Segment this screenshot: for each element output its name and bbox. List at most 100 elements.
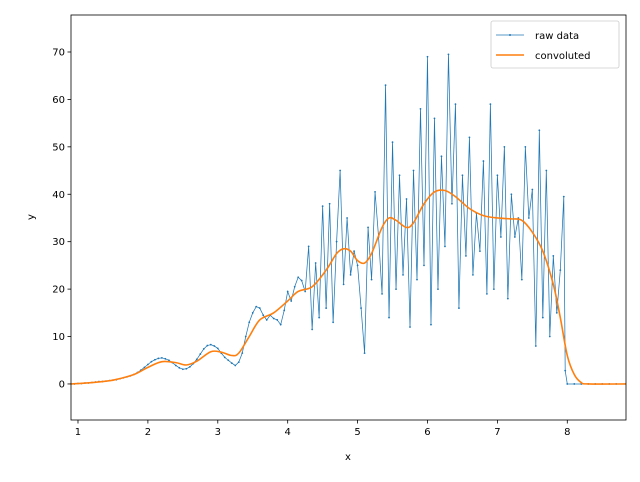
y-tick-label: 40 [52,190,65,201]
raw-data-point [188,365,191,368]
raw-data-point [564,369,567,372]
raw-data-point [472,273,474,276]
raw-data-point [489,103,492,106]
raw-data-point [388,316,390,319]
y-axis: 0 10 20 30 40 50 60 70 [52,47,71,390]
raw-data-point [276,319,279,321]
raw-data-point [506,297,509,300]
x-tick-label: 3 [215,427,221,438]
legend-raw-data-label: raw data [535,31,579,42]
raw-data-point [454,103,457,106]
raw-data-point [538,129,541,132]
x-tick-label: 2 [145,427,151,438]
raw-data-point [304,290,307,293]
raw-data-point [356,264,359,267]
raw-data-point [353,250,355,253]
raw-data-point [416,278,418,281]
raw-data-point [283,309,286,312]
raw-data-point [381,292,383,295]
raw-data-point [181,368,184,371]
raw-data-point [143,366,146,369]
legend: raw data convoluted [490,20,620,69]
raw-data-point [178,366,181,369]
raw-data-point [433,117,436,120]
raw-data-point [555,311,558,314]
raw-data-point [426,55,429,58]
legend-raw-data-marker [509,34,511,36]
raw-data-point [286,290,289,293]
y-tick-label: 0 [59,379,65,390]
raw-data-point [349,273,352,276]
raw-data-point [255,305,258,308]
raw-data-point [244,335,247,338]
raw-data-point [185,367,188,370]
raw-data-point [503,145,506,148]
raw-data-point [279,323,282,326]
raw-data-point [367,226,369,229]
y-tick-label: 60 [52,95,65,106]
y-tick-label: 50 [52,142,65,153]
raw-data-point [360,307,362,309]
raw-data-point [307,245,310,248]
raw-data-point [209,343,212,346]
raw-data-point [534,345,537,347]
raw-data-point [199,353,202,355]
raw-data-point [202,347,205,350]
raw-data-point [458,307,460,309]
raw-data-point [157,357,160,360]
raw-data-point [262,314,265,317]
raw-data-point [230,362,233,364]
raw-data-point [223,356,226,359]
raw-data-point [195,358,198,361]
raw-data-point [314,262,317,264]
raw-data-point [520,278,523,281]
raw-data-point [339,169,342,172]
raw-data-point [251,311,254,314]
raw-data-point [328,202,331,205]
legend-convoluted-label: convoluted [535,51,591,62]
raw-data-point [513,236,516,238]
raw-data-point [430,323,432,326]
raw-data-point [496,174,499,177]
y-tick-label: 20 [52,285,65,296]
x-tick-label: 7 [494,427,500,438]
raw-data-point [465,255,467,257]
raw-data-point [160,356,163,359]
raw-data-point [398,174,401,177]
raw-data-point [405,198,408,200]
raw-data-point [384,84,387,87]
raw-data-point [562,195,565,198]
raw-data-point [524,145,527,148]
raw-data-point [531,188,534,191]
raw-data-point [265,319,268,321]
raw-data-point [272,317,275,320]
x-tick-label: 6 [424,427,430,438]
raw-data-point [318,316,321,319]
raw-data-point [206,344,209,347]
axes-frame [70,14,627,421]
raw-data-point [440,155,443,158]
raw-data-point [297,276,300,279]
raw-data-point [482,160,485,162]
raw-data-point [423,264,425,267]
raw-data-point [248,321,251,324]
raw-data-point [258,307,261,309]
raw-data-point [363,352,366,355]
raw-data-point [237,361,240,364]
y-tick-label: 30 [52,237,65,248]
raw-data-point [290,300,293,302]
x-tick-label: 5 [354,427,360,438]
raw-data-point [332,321,335,324]
raw-data-point [300,279,303,282]
convoluted-line [71,189,626,385]
x-tick-label: 4 [285,427,291,438]
raw-data-point [409,326,411,328]
raw-data-point [545,169,548,172]
raw-data-point [499,236,502,238]
raw-data-point [419,107,422,110]
raw-data-point [227,359,230,362]
x-axis-label: x [345,452,351,463]
raw-data-point [293,285,296,288]
